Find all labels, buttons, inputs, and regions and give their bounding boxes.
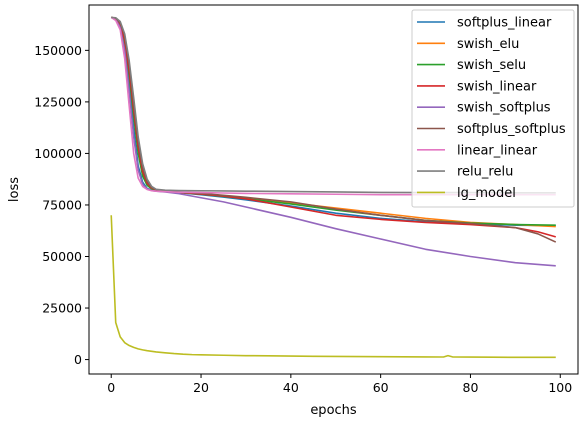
legend-label-swish_elu: swish_elu — [457, 37, 519, 52]
x-tick-label: 0 — [107, 380, 115, 395]
x-tick-label: 20 — [193, 380, 209, 395]
x-axis-ticks: 0 20 40 60 80 100 — [107, 374, 572, 395]
y-tick-label: 125000 — [34, 94, 82, 109]
y-tick-label: 0 — [74, 352, 82, 367]
legend-label-swish_selu: swish_selu — [457, 58, 526, 73]
y-tick-label: 50000 — [42, 249, 82, 264]
x-tick-label: 60 — [373, 380, 389, 395]
plot-frame — [88, 4, 579, 375]
y-tick-label: 150000 — [34, 43, 82, 58]
x-tick-label: 40 — [283, 380, 299, 395]
series-layer — [110, 16, 557, 359]
legend-label-swish_linear: swish_linear — [457, 79, 537, 94]
legend-label-relu_relu: relu_relu — [457, 165, 513, 180]
x-tick-label: 80 — [463, 380, 479, 395]
legend-label-swish_softplus: swish_softplus — [457, 101, 551, 116]
legend-label-linear_linear: linear_linear — [457, 143, 538, 158]
y-tick-label: 100000 — [34, 146, 82, 161]
legend-label-softplus_linear: softplus_linear — [457, 16, 552, 31]
x-axis-label: epochs — [310, 403, 357, 418]
y-tick-label: 25000 — [42, 301, 82, 316]
series-line-lg_model — [110, 215, 556, 359]
legend-label-lg_model: lg_model — [457, 186, 516, 201]
legend: softplus_linear swish_elu swish_selu swish_… — [411, 9, 575, 208]
series-line-linear_linear — [110, 16, 556, 196]
y-axis-label: loss — [7, 177, 22, 202]
y-tick-label: 75000 — [42, 197, 82, 212]
x-tick-label: 100 — [548, 380, 572, 395]
series-line-relu_relu — [111, 16, 556, 194]
legend-box — [411, 9, 575, 208]
y-axis-ticks: 0 25000 50000 75000 100000 125000 150000 — [34, 43, 89, 367]
legend-label-softplus_softplus: softplus_softplus — [457, 122, 566, 137]
